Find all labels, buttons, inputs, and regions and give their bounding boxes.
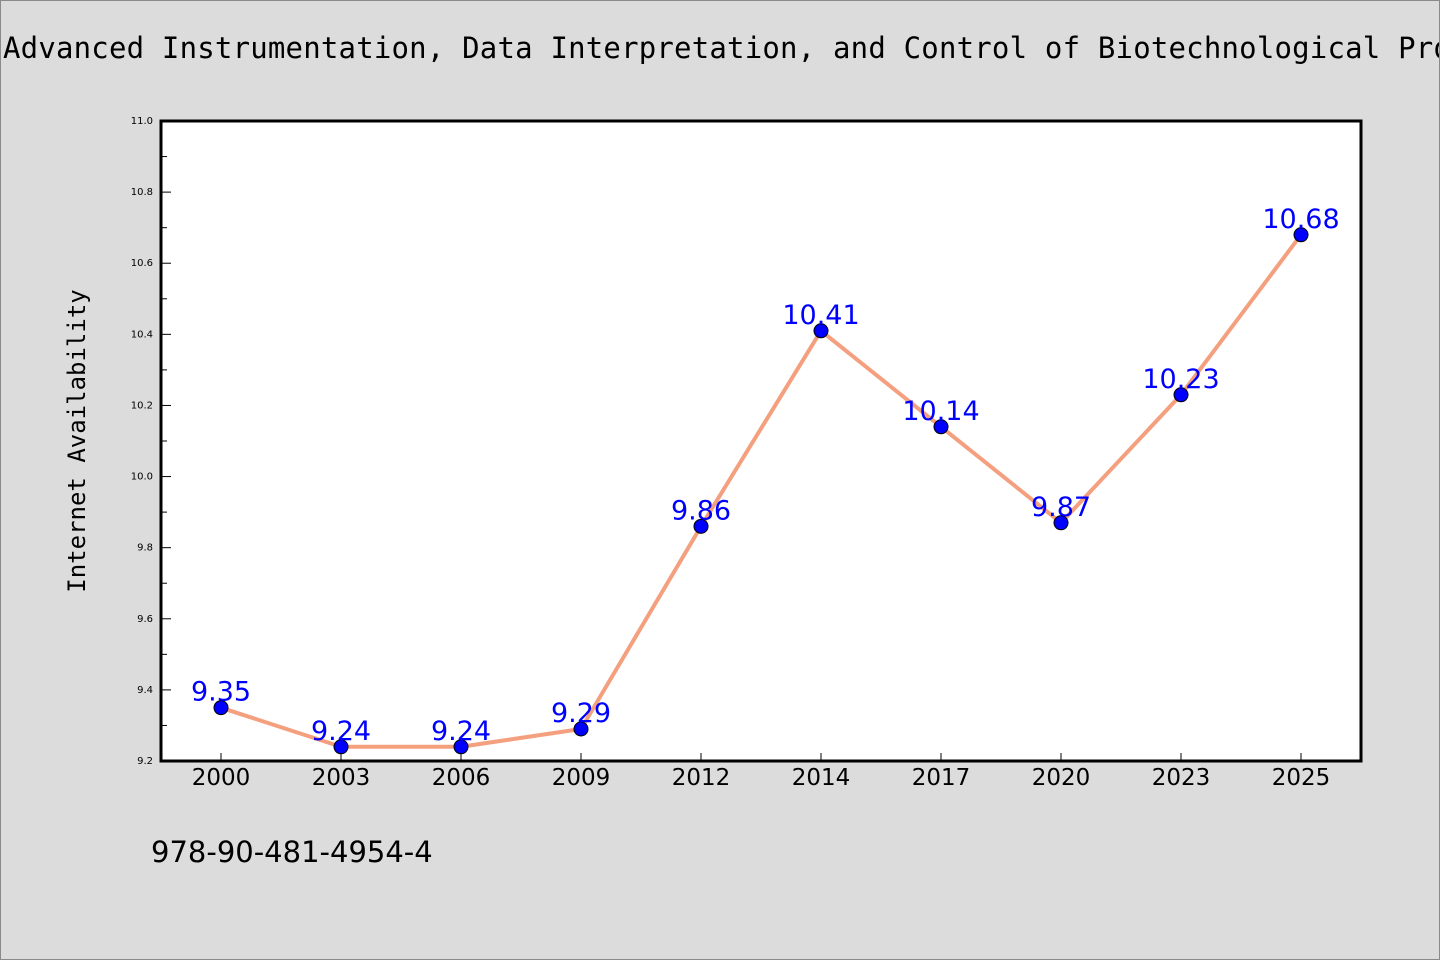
x-tick-label: 2014 xyxy=(792,765,851,791)
data-point xyxy=(1053,515,1069,531)
data-label: 10.14 xyxy=(902,396,979,427)
y-tick-label: 11.0 xyxy=(131,116,153,127)
x-tick-label: 2009 xyxy=(552,765,611,791)
y-tick-label: 10.2 xyxy=(131,400,153,411)
data-point xyxy=(1293,227,1309,243)
data-labels: 9.35 9.24 9.24 9.29 9.86 10.41 10.14 9.87 10.23 1… xyxy=(191,204,1340,747)
x-tick-label: 2020 xyxy=(1032,765,1091,791)
plot-area xyxy=(159,119,1363,763)
x-tick-label: 2017 xyxy=(912,765,971,791)
x-tick-label: 2006 xyxy=(432,765,491,791)
x-tick-label: 2003 xyxy=(312,765,371,791)
x-tick-label: 2025 xyxy=(1272,765,1331,791)
series-line xyxy=(219,232,1303,749)
y-tick-label: 10.6 xyxy=(131,258,153,269)
data-point xyxy=(453,739,469,755)
chart-title: Advanced Instrumentation, Data Interpret… xyxy=(3,31,1439,65)
data-label: 10.68 xyxy=(1262,204,1339,235)
data-label: 9.86 xyxy=(671,495,731,526)
y-tick-label: 9.4 xyxy=(137,685,153,696)
x-axis: 2000 2003 2006 2009 2012 2014 2017 2020 2023 2025 xyxy=(192,753,1331,791)
y-axis-label: Internet Availability xyxy=(63,289,91,592)
data-point xyxy=(933,419,949,435)
isbn-text: 978-90-481-4954-4 xyxy=(151,835,433,869)
y-tick-label: 10.8 xyxy=(131,187,153,198)
x-tick-label: 2012 xyxy=(672,765,731,791)
data-markers xyxy=(213,227,1309,755)
data-point xyxy=(573,721,589,737)
y-axis: 9.2 9.4 9.6 9.8 10.0 10.2 10.4 10.6 10.8 11.0 xyxy=(131,116,171,767)
data-label: 9.24 xyxy=(311,716,371,747)
data-label: 9.29 xyxy=(551,698,611,729)
data-point xyxy=(813,323,829,339)
data-label: 9.24 xyxy=(431,716,491,747)
y-tick-label: 9.6 xyxy=(137,614,153,625)
data-point xyxy=(693,518,709,534)
data-label: 10.23 xyxy=(1142,364,1219,395)
x-tick-label: 2000 xyxy=(192,765,251,791)
x-tick-label: 2023 xyxy=(1152,765,1211,791)
data-point xyxy=(213,700,229,716)
data-label: 9.87 xyxy=(1031,492,1091,523)
data-label: 10.41 xyxy=(782,300,859,331)
y-tick-label: 10.4 xyxy=(131,329,153,340)
data-label: 9.35 xyxy=(191,677,251,708)
data-point xyxy=(333,739,349,755)
y-tick-label: 9.8 xyxy=(137,543,153,554)
y-tick-label: 9.2 xyxy=(137,756,153,767)
y-tick-label: 10.0 xyxy=(131,472,153,483)
data-point xyxy=(1173,387,1189,403)
